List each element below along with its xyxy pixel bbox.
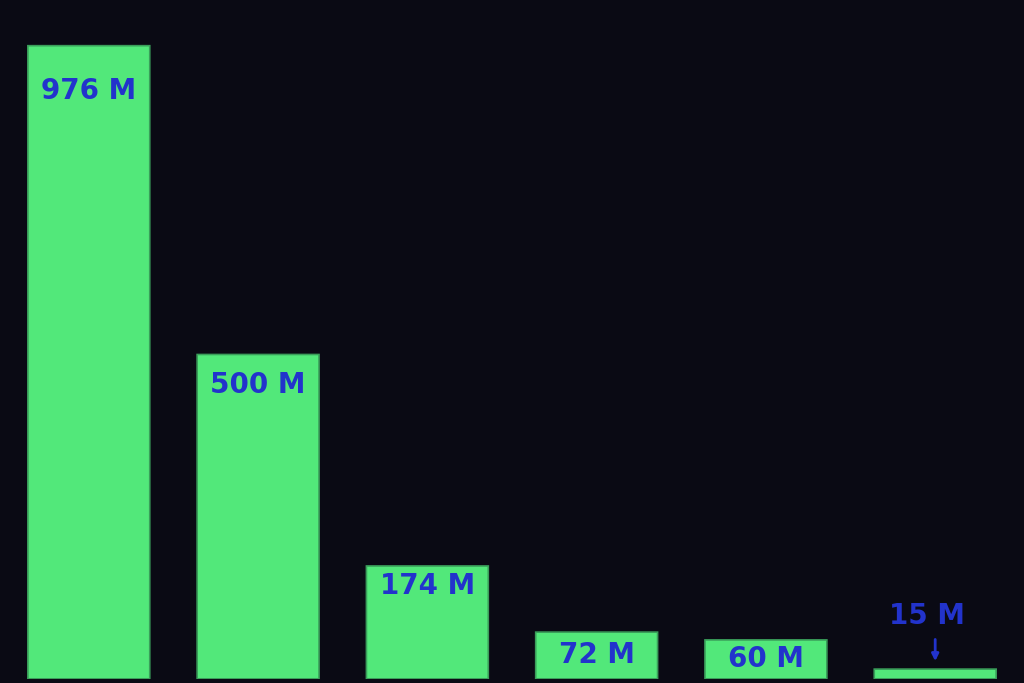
Text: 60 M: 60 M — [728, 645, 804, 673]
FancyBboxPatch shape — [198, 354, 319, 679]
Text: 72 M: 72 M — [559, 641, 635, 669]
Text: 174 M: 174 M — [380, 572, 475, 600]
Text: 500 M: 500 M — [210, 371, 306, 399]
FancyBboxPatch shape — [367, 566, 488, 679]
FancyBboxPatch shape — [705, 640, 826, 679]
Text: 15 M: 15 M — [889, 602, 965, 630]
FancyBboxPatch shape — [28, 46, 150, 679]
FancyBboxPatch shape — [536, 632, 657, 679]
Text: 976 M: 976 M — [41, 77, 136, 105]
FancyBboxPatch shape — [874, 669, 996, 679]
